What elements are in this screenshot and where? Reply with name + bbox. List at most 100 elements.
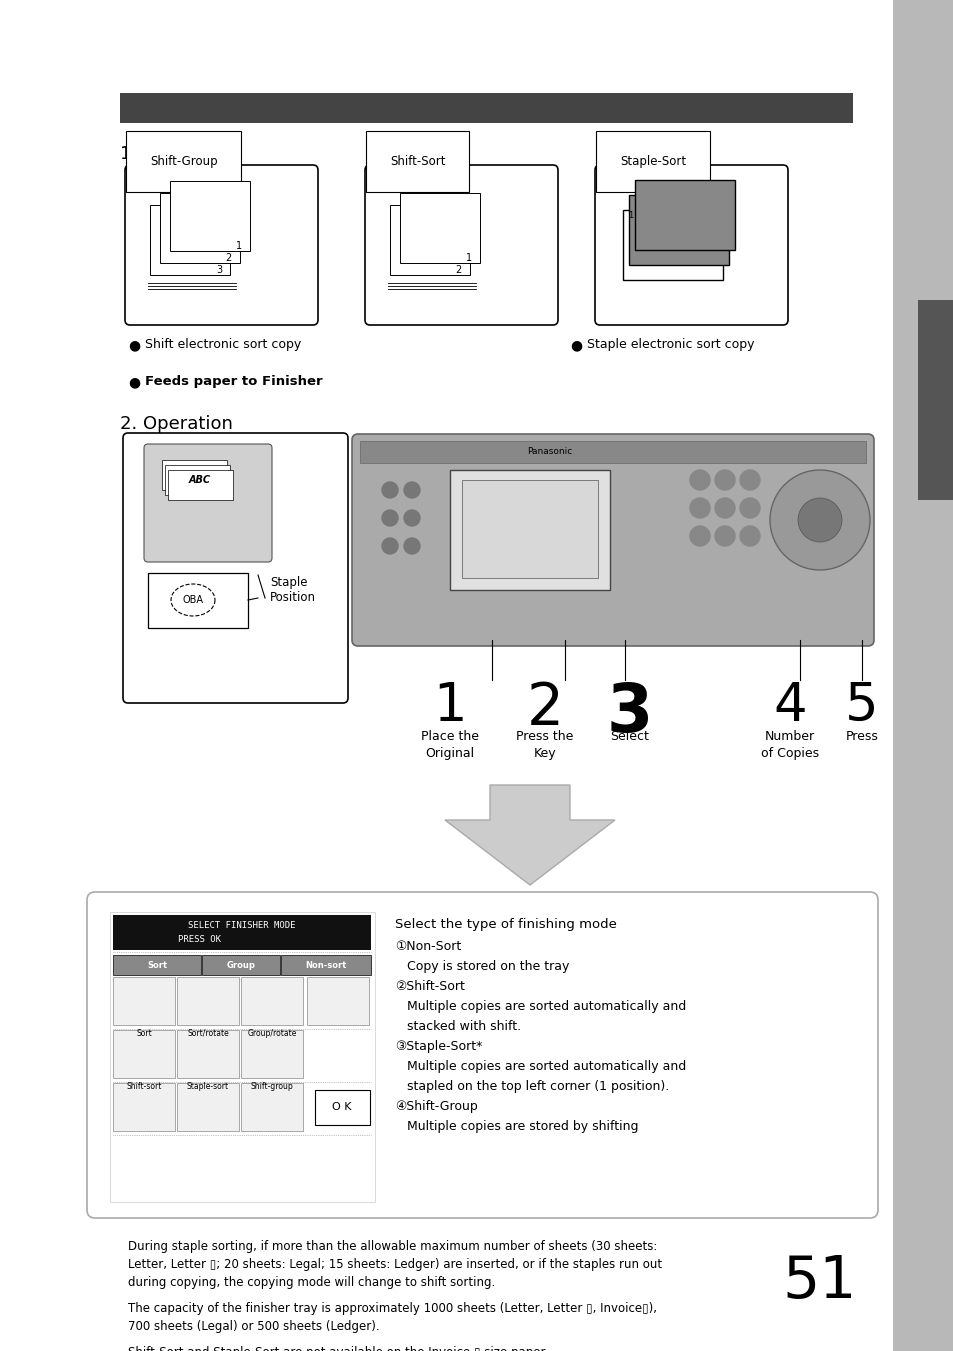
Circle shape	[714, 470, 734, 490]
Text: stapled on the top left corner (1 position).: stapled on the top left corner (1 positi…	[395, 1079, 669, 1093]
Bar	[241, 1084, 303, 1131]
Circle shape	[381, 509, 397, 526]
Circle shape	[381, 538, 397, 554]
Text: Shift-group: Shift-group	[251, 1082, 294, 1092]
Text: Select the type of finishing mode: Select the type of finishing mode	[395, 917, 617, 931]
Bar	[461, 480, 598, 578]
Text: 2: 2	[456, 265, 461, 276]
Bar	[112, 1029, 174, 1078]
Text: Staple
Position: Staple Position	[270, 576, 315, 604]
Bar	[628, 195, 728, 265]
Text: Sort: Sort	[136, 1029, 152, 1038]
Text: Letter, Letter ▯; 20 sheets: Legal; 15 sheets: Ledger) are inserted, or if the s: Letter, Letter ▯; 20 sheets: Legal; 15 s…	[128, 1258, 661, 1271]
Circle shape	[740, 526, 760, 546]
Circle shape	[740, 499, 760, 517]
Bar	[390, 205, 470, 276]
Text: ④Shift-Group: ④Shift-Group	[395, 1100, 477, 1113]
Bar	[110, 912, 375, 1202]
Text: ABC: ABC	[189, 476, 211, 485]
Text: Press: Press	[844, 730, 878, 743]
Text: 3: 3	[215, 265, 222, 276]
Text: Shift-Sort: Shift-Sort	[390, 155, 445, 168]
Text: 3: 3	[606, 680, 653, 746]
Text: Shift-Sort and Staple-Sort are not available on the Invoice ▯ size paper.: Shift-Sort and Staple-Sort are not avail…	[128, 1346, 548, 1351]
Bar	[148, 573, 248, 628]
Circle shape	[797, 499, 841, 542]
Bar	[112, 915, 371, 950]
Circle shape	[403, 482, 419, 499]
Text: 700 sheets (Legal) or 500 sheets (Ledger).: 700 sheets (Legal) or 500 sheets (Ledger…	[128, 1320, 379, 1333]
Text: 2: 2	[526, 680, 563, 738]
Text: Number
of Copies: Number of Copies	[760, 730, 819, 761]
Text: ●: ●	[128, 376, 140, 389]
Bar	[202, 955, 280, 975]
Text: O K: O K	[332, 1102, 352, 1112]
Bar	[177, 977, 239, 1025]
Text: Place the
Original: Place the Original	[420, 730, 478, 761]
Circle shape	[689, 526, 709, 546]
Text: The capacity of the finisher tray is approximately 1000 sheets (Letter, Letter ▯: The capacity of the finisher tray is app…	[128, 1302, 657, 1315]
Bar	[622, 209, 722, 280]
Text: 1: 1	[627, 211, 633, 220]
Circle shape	[689, 499, 709, 517]
Text: Non-sort: Non-sort	[305, 961, 346, 970]
Text: Shift-sort: Shift-sort	[126, 1082, 161, 1092]
FancyBboxPatch shape	[352, 434, 873, 646]
Circle shape	[403, 538, 419, 554]
Bar	[168, 470, 233, 500]
Bar	[177, 1029, 239, 1078]
Bar	[399, 193, 479, 263]
FancyBboxPatch shape	[144, 444, 272, 562]
Text: ③Staple-Sort*: ③Staple-Sort*	[395, 1040, 482, 1052]
Text: stacked with shift.: stacked with shift.	[395, 1020, 520, 1034]
Text: 51: 51	[782, 1252, 857, 1310]
Text: Sort: Sort	[147, 961, 167, 970]
Bar	[917, 300, 953, 500]
Bar	[241, 977, 303, 1025]
Bar	[112, 977, 174, 1025]
Bar	[177, 1084, 239, 1131]
Circle shape	[769, 470, 869, 570]
Text: 1: 1	[433, 680, 466, 732]
FancyBboxPatch shape	[595, 165, 787, 326]
Text: SELECT FINISHER MODE: SELECT FINISHER MODE	[188, 921, 295, 931]
Circle shape	[403, 509, 419, 526]
Text: Multiple copies are sorted automatically and: Multiple copies are sorted automatically…	[395, 1061, 685, 1073]
Text: 1: 1	[235, 240, 242, 251]
Text: Multiple copies are stored by shifting: Multiple copies are stored by shifting	[395, 1120, 638, 1133]
Bar	[359, 440, 865, 463]
Text: Select: Select	[610, 730, 649, 743]
Text: ●: ●	[569, 338, 581, 353]
Text: Press the
Key: Press the Key	[516, 730, 573, 761]
Text: Panasonic: Panasonic	[527, 447, 572, 457]
Text: 2: 2	[226, 253, 232, 263]
Circle shape	[689, 470, 709, 490]
Bar	[892, 0, 953, 1351]
Bar	[450, 470, 609, 590]
Bar	[162, 459, 227, 490]
FancyBboxPatch shape	[123, 434, 348, 703]
Bar	[314, 1090, 370, 1125]
Bar	[120, 93, 852, 123]
Text: ②Shift-Sort: ②Shift-Sort	[395, 979, 464, 993]
Polygon shape	[444, 785, 615, 885]
Text: ●: ●	[128, 338, 140, 353]
Text: 2. Operation: 2. Operation	[120, 415, 233, 434]
Text: Group/rotate: Group/rotate	[247, 1029, 296, 1038]
FancyBboxPatch shape	[365, 165, 558, 326]
Circle shape	[381, 482, 397, 499]
Text: PRESS OK: PRESS OK	[178, 935, 221, 944]
Circle shape	[714, 499, 734, 517]
Bar	[150, 205, 230, 276]
Bar	[112, 1084, 174, 1131]
Bar	[635, 180, 734, 250]
Circle shape	[714, 526, 734, 546]
Text: Staple electronic sort copy: Staple electronic sort copy	[586, 338, 754, 351]
Text: 1: 1	[465, 253, 472, 263]
Bar	[165, 465, 230, 494]
Text: Shift electronic sort copy: Shift electronic sort copy	[145, 338, 301, 351]
Text: Shift-Group: Shift-Group	[150, 155, 217, 168]
Text: Feeds paper to Finisher: Feeds paper to Finisher	[145, 376, 322, 388]
Bar	[307, 977, 369, 1025]
Text: During staple sorting, if more than the allowable maximum number of sheets (30 s: During staple sorting, if more than the …	[128, 1240, 657, 1252]
